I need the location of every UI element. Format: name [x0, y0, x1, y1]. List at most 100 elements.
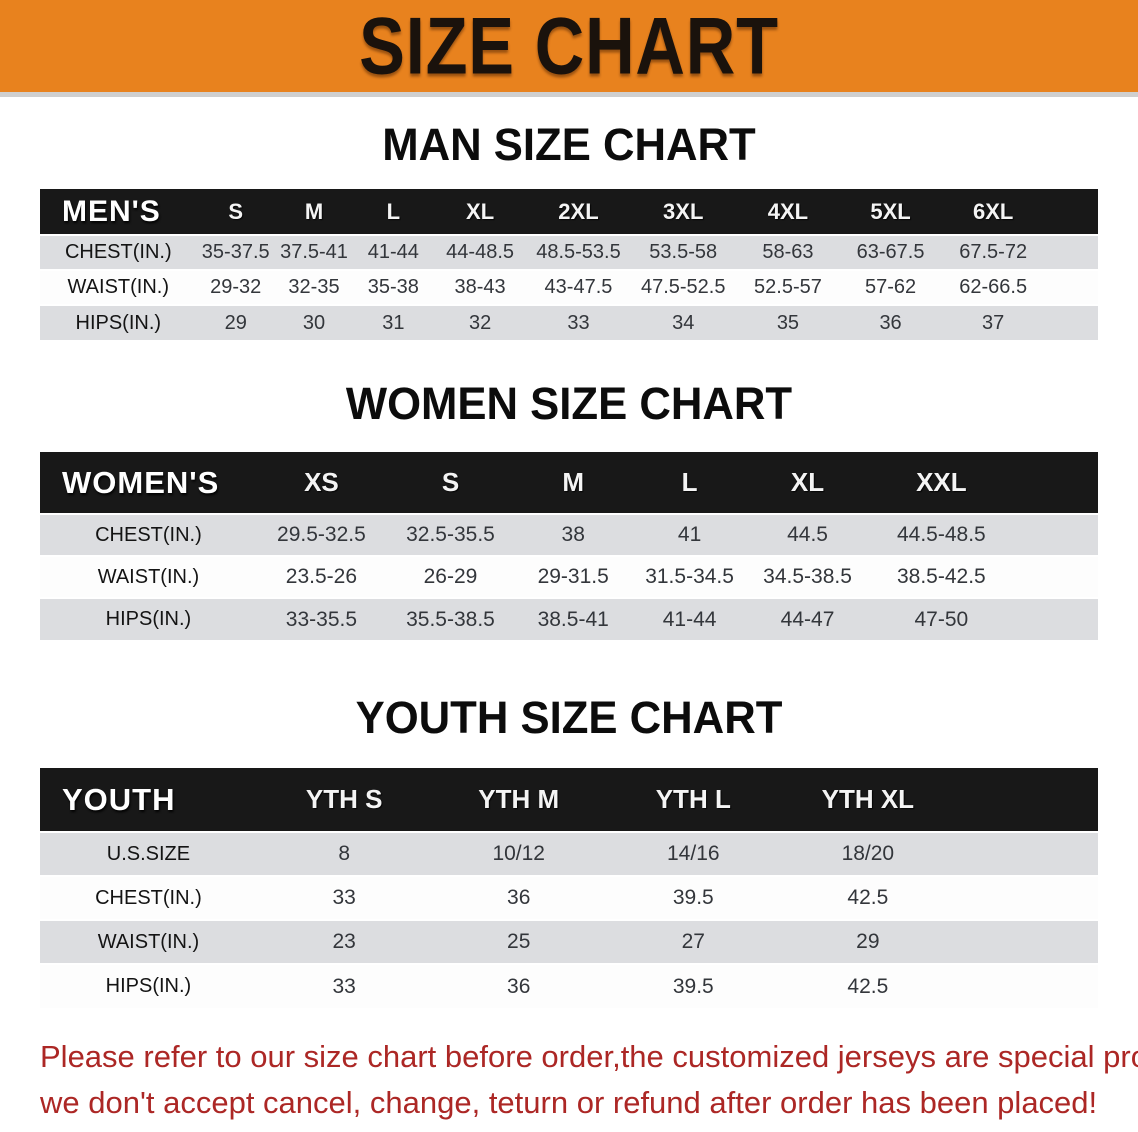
- mens-col-xl: XL: [466, 198, 495, 224]
- order-disclaimer: Please refer to our size chart before or…: [40, 1034, 1138, 1126]
- spacer-cell: [1015, 597, 1098, 640]
- row-label: WAIST(IN.): [40, 269, 197, 305]
- cell: 62-66.5: [941, 269, 1046, 305]
- youth-size-table: YOUTH YTH S YTH M YTH L YTH XL U.S.SIZE …: [40, 768, 1098, 1008]
- womens-waist-row: WAIST(IN.) 23.5-26 26-29 29-31.5 31.5-34…: [40, 555, 1098, 598]
- spacer-cell: [955, 919, 1098, 964]
- cell: 35.5-38.5: [385, 597, 516, 640]
- cell: 8: [256, 831, 432, 876]
- cell: 36: [839, 304, 942, 340]
- cell: 57-62: [839, 269, 942, 305]
- cell: 44.5-48.5: [867, 513, 1016, 556]
- spacer-cell: [1045, 304, 1098, 340]
- youth-col-xl: YTH XL: [821, 784, 915, 814]
- cell: 29: [780, 919, 956, 964]
- row-label: WAIST(IN.): [40, 555, 257, 598]
- row-label: HIPS(IN.): [40, 304, 197, 340]
- cell: 39.5: [606, 963, 781, 1008]
- row-label: HIPS(IN.): [40, 597, 257, 640]
- cell: 33: [526, 304, 631, 340]
- banner-title: SIZE CHART: [359, 0, 779, 92]
- cell: 41-44: [631, 597, 748, 640]
- youth-col-l: YTH L: [655, 784, 731, 814]
- spacer-cell: [955, 963, 1098, 1008]
- cell: 44.5: [747, 513, 868, 556]
- row-label: CHEST(IN.): [40, 234, 197, 270]
- cell: 33: [256, 963, 432, 1008]
- youth-hips-row: HIPS(IN.) 33 36 39.5 42.5: [40, 963, 1098, 1008]
- cell: 38-43: [433, 269, 527, 305]
- disclaimer-line-1: Please refer to our size chart before or…: [40, 1039, 1138, 1074]
- cell: 36: [431, 875, 606, 920]
- spacer-cell: [1015, 513, 1098, 556]
- cell: 34.5-38.5: [747, 555, 868, 598]
- man-section-heading: MAN SIZE CHART: [382, 119, 756, 170]
- cell: 29.5-32.5: [256, 513, 386, 556]
- cell: 47.5-52.5: [630, 269, 737, 305]
- mens-hips-row: HIPS(IN.) 29 30 31 32 33 34 35 36 37: [40, 304, 1098, 340]
- spacer-cell: [1045, 269, 1098, 305]
- cell: 31: [353, 304, 434, 340]
- cell: 41: [631, 513, 748, 556]
- mens-waist-row: WAIST(IN.) 29-32 32-35 35-38 38-43 43-47…: [40, 269, 1098, 305]
- womens-chest-row: CHEST(IN.) 29.5-32.5 32.5-35.5 38 41 44.…: [40, 513, 1098, 556]
- cell: 38: [515, 513, 632, 556]
- cell: 32.5-35.5: [385, 513, 516, 556]
- disclaimer-line-2: we don't accept cancel, change, teturn o…: [40, 1085, 1098, 1120]
- mens-col-m: M: [304, 198, 324, 224]
- cell: 35-37.5: [196, 234, 275, 270]
- youth-header-row: YOUTH YTH S YTH M YTH L YTH XL: [40, 768, 1098, 832]
- spacer-cell: [955, 768, 1098, 832]
- spacer-cell: [1045, 189, 1098, 235]
- youth-ussize-row: U.S.SIZE 8 10/12 14/16 18/20: [40, 831, 1098, 876]
- cell: 35: [736, 304, 840, 340]
- cell: 33-35.5: [256, 597, 386, 640]
- cell: 38.5-41: [515, 597, 632, 640]
- row-label: WAIST(IN.): [40, 919, 257, 964]
- cell: 39.5: [606, 875, 781, 920]
- spacer-cell: [1015, 555, 1098, 598]
- row-label: U.S.SIZE: [40, 831, 257, 876]
- cell: 27: [606, 919, 781, 964]
- cell: 34: [630, 304, 737, 340]
- cell: 23: [256, 919, 432, 964]
- women-section-heading: WOMEN SIZE CHART: [345, 378, 793, 429]
- womens-hips-row: HIPS(IN.) 33-35.5 35.5-38.5 38.5-41 41-4…: [40, 597, 1098, 640]
- womens-col-s: S: [441, 467, 460, 497]
- cell: 29: [196, 304, 275, 340]
- cell: 36: [431, 963, 606, 1008]
- youth-section-heading: YOUTH SIZE CHART: [355, 692, 783, 743]
- cell: 14/16: [606, 831, 781, 876]
- row-label: CHEST(IN.): [40, 875, 257, 920]
- cell: 32-35: [274, 269, 354, 305]
- spacer-cell: [955, 831, 1098, 876]
- size-chart-banner: SIZE CHART: [0, 0, 1138, 97]
- mens-col-s: S: [228, 198, 244, 224]
- spacer-cell: [1015, 452, 1098, 514]
- womens-header-row: WOMEN'S XS S M L XL XXL: [40, 452, 1098, 514]
- cell: 31.5-34.5: [631, 555, 748, 598]
- womens-header-label: WOMEN'S: [62, 464, 220, 500]
- womens-col-xs: XS: [304, 467, 339, 497]
- youth-chest-row: CHEST(IN.) 33 36 39.5 42.5: [40, 875, 1098, 920]
- cell: 29-31.5: [515, 555, 632, 598]
- mens-col-3xl: 3XL: [663, 198, 704, 224]
- womens-col-xl: XL: [790, 467, 825, 497]
- cell: 37: [941, 304, 1046, 340]
- cell: 37.5-41: [274, 234, 354, 270]
- cell: 18/20: [780, 831, 956, 876]
- cell: 25: [431, 919, 606, 964]
- cell: 48.5-53.5: [526, 234, 631, 270]
- row-label: CHEST(IN.): [40, 513, 257, 556]
- cell: 10/12: [431, 831, 606, 876]
- cell: 53.5-58: [630, 234, 737, 270]
- cell: 26-29: [385, 555, 516, 598]
- cell: 58-63: [736, 234, 840, 270]
- cell: 35-38: [353, 269, 434, 305]
- mens-size-table: MEN'S S M L XL 2XL 3XL 4XL 5XL 6XL CHEST…: [40, 189, 1098, 340]
- mens-col-6xl: 6XL: [973, 198, 1014, 224]
- mens-chest-row: CHEST(IN.) 35-37.5 37.5-41 41-44 44-48.5…: [40, 234, 1098, 270]
- cell: 33: [256, 875, 432, 920]
- row-label: HIPS(IN.): [40, 963, 257, 1008]
- cell: 41-44: [353, 234, 434, 270]
